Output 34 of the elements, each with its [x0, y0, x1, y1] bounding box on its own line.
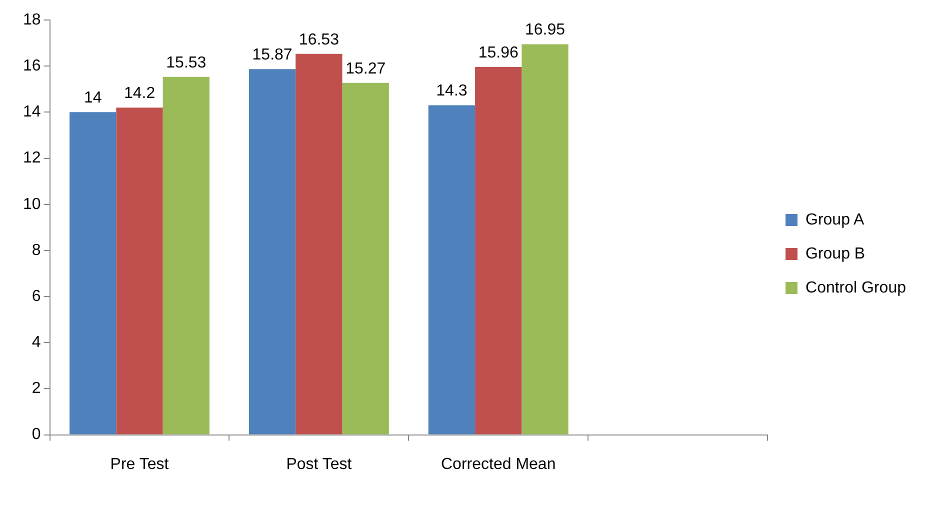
y-tick-label: 8 — [32, 242, 41, 259]
legend-label: Control Group — [806, 279, 906, 296]
y-tick-label: 6 — [32, 288, 41, 305]
legend-label: Group B — [806, 245, 866, 262]
data-label: 15.87 — [252, 46, 292, 64]
y-tick-label: 0 — [32, 426, 41, 444]
bar — [116, 108, 163, 434]
y-tick-label: 12 — [23, 150, 41, 167]
data-label: 16.95 — [524, 22, 566, 39]
y-tick-label: 16 — [23, 57, 41, 74]
data-label: 15.53 — [166, 54, 206, 72]
data-label: 14.3 — [436, 82, 468, 100]
y-tick-label: 14 — [23, 104, 41, 121]
bar — [475, 67, 522, 434]
x-tick-label: Post Test — [286, 456, 352, 473]
x-tick-label: Corrected Mean — [441, 456, 556, 473]
data-label: 15.27 — [346, 60, 386, 78]
y-tick-label: 2 — [32, 380, 41, 398]
data-label: 15.96 — [478, 44, 518, 62]
bar — [428, 105, 476, 434]
bar — [248, 69, 296, 434]
x-tick-label: Pre Test — [110, 456, 170, 473]
bar — [342, 82, 389, 434]
y-tick-label: 18 — [23, 11, 41, 28]
data-label: 16.53 — [298, 31, 340, 48]
y-tick-label: 10 — [23, 196, 41, 213]
bar — [296, 54, 342, 434]
data-label: 14 — [84, 90, 102, 107]
bar — [522, 44, 568, 434]
bar — [162, 76, 210, 434]
data-label: 14.2 — [124, 84, 156, 102]
legend-label: Group A — [806, 211, 865, 228]
bar — [70, 112, 116, 434]
y-tick-label: 4 — [32, 334, 41, 352]
